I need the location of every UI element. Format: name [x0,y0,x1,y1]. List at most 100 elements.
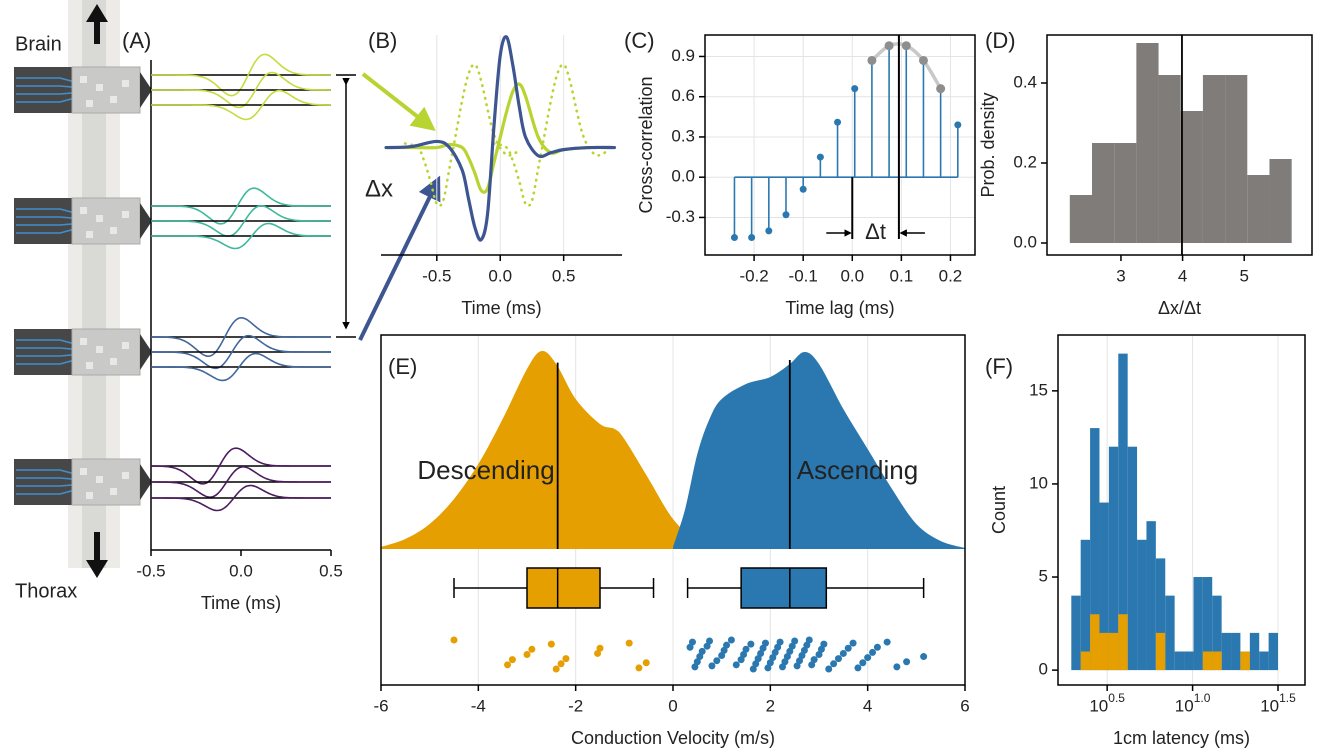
chip-pad [80,76,87,83]
histogram-bar [1240,651,1250,671]
histogram-bar [1114,143,1137,243]
electrode-tip [140,464,152,500]
histogram-bar [1080,651,1091,671]
y-tick-label: 0.6 [671,86,695,105]
electrode-tip [140,203,152,239]
stem-point [954,121,962,129]
strip-point [723,641,731,649]
density [673,352,965,549]
histogram-bar [1259,651,1269,671]
strip-point [528,645,536,653]
peak-point [936,84,946,94]
waveform [384,35,616,242]
histogram-bar [1099,502,1109,671]
histogram-bar [1080,539,1091,671]
histogram-bar [1127,446,1138,671]
x-tick-label: 4 [863,696,872,715]
strip-point [893,663,901,671]
annotation: Δx [365,175,393,202]
electrode-chip [71,458,141,506]
panel-label: (B) [368,28,397,53]
histogram-bar [1269,159,1292,243]
group-label: Ascending [797,455,918,485]
y-tick-label: 0.0 [671,167,695,186]
strip-point [834,655,842,663]
trace [150,316,331,358]
x-tick-label: -2 [568,696,583,715]
strip-point [547,640,555,648]
stem-point [765,227,773,235]
x-tick-label: 0 [668,696,677,715]
x-tick-label: -4 [471,696,486,715]
y-tick-label: 15 [1029,380,1048,399]
stem-point [730,234,738,242]
strip-point [839,649,847,657]
strip-point [825,665,833,673]
trace [150,466,331,498]
histogram-bar [1108,632,1119,671]
plot-frame [1057,334,1306,686]
strip-point [688,638,696,646]
trace [151,71,332,109]
up-arrow-head [86,4,108,22]
histogram-bar [1099,632,1109,671]
trace [151,352,331,382]
x-tick-exponent: 1.5 [1279,691,1296,705]
plot-frame [1046,34,1313,256]
chip-pad [122,342,129,349]
x-axis-label: Time lag (ms) [785,298,894,318]
strip-point [805,636,813,644]
histogram-bar [1202,75,1226,243]
chip-pad [80,207,87,214]
strip-point [830,660,838,668]
histogram-bar [1155,558,1166,671]
electrode-chip [71,66,141,114]
strip-point [883,638,891,646]
strip-point [920,653,928,661]
stem-point [851,85,859,93]
strip-point [844,644,852,652]
strip-point [557,660,565,668]
panel-label: (D) [985,28,1016,53]
strip-point [859,659,867,667]
strip-point [761,639,769,647]
strip-point [903,658,911,666]
x-tick-exponent: 1.0 [1194,691,1211,705]
x-tick-label: 6 [960,696,969,715]
histogram-bar [1108,446,1119,671]
panel-label: (E) [388,354,417,379]
electrode-tip [140,334,152,370]
trace [150,53,332,97]
y-tick-label: 10 [1029,473,1048,492]
y-tick-label: 0.0 [1013,232,1037,251]
chip-pad [110,96,117,103]
x-tick-label: -0.5 [136,561,165,580]
chip-pad [110,227,117,234]
strip-point [706,637,713,645]
histogram-bar [1118,614,1128,671]
strip-point [747,640,755,648]
y-tick-label: 0.4 [1013,72,1037,91]
x-tick-label: 0.5 [319,561,343,580]
electrode-shank [14,459,74,505]
down-arrow-head [86,560,108,578]
x-tick-exponent: 0.5 [1108,691,1125,705]
trace [151,205,331,237]
annotation: Brain [15,33,62,55]
x-axis-label: 1cm latency (ms) [1113,728,1250,748]
y-axis-label: Count [989,486,1009,534]
y-tick-label: 0 [1039,660,1048,679]
strip-point [698,647,706,655]
chip-pad [80,468,87,475]
chip-pad [86,492,93,499]
histogram-bar [1212,651,1222,671]
panel-label: (C) [624,28,655,53]
histogram-bar [1137,539,1147,671]
strip-point [776,638,784,646]
stem-point [816,153,824,161]
strip-point [552,665,560,673]
strip-point [727,636,735,644]
panel-label: (F) [985,354,1013,379]
x-axis-label: Time (ms) [201,593,281,613]
